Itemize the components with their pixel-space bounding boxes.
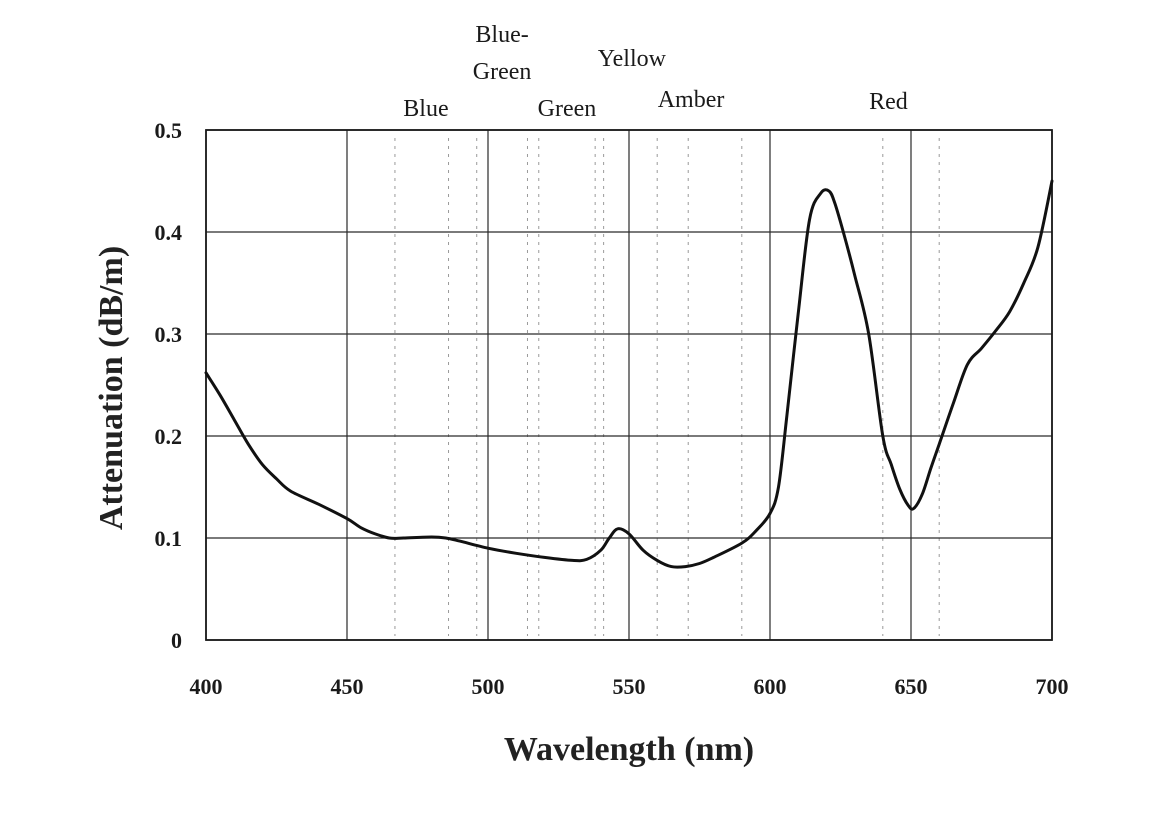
region-label: Amber [658,87,725,113]
plot-frame [205,129,1053,641]
region-label: Blue- [475,22,528,48]
region-label: Yellow [598,46,667,72]
y-axis-title: Attenuation (dB/m) [93,246,130,530]
color-band-lines [394,138,940,636]
attenuation-curve [204,179,1054,569]
y-tick-labels: 0 0.1 0.2 0.3 0.4 0.5 [155,118,183,653]
y-tick-label: 0.4 [155,220,183,245]
x-axis-title: Wavelength (nm) [504,731,754,768]
x-tick-label: 450 [331,674,364,699]
y-tick-label: 0 [171,628,182,653]
x-tick-label: 500 [472,674,505,699]
region-label: Green [538,96,597,122]
region-label: Green [473,59,532,85]
x-tick-label: 400 [190,674,223,699]
y-tick-label: 0.5 [155,118,183,143]
x-tick-label: 700 [1036,674,1069,699]
x-tick-labels: 400 450 500 550 600 650 700 [190,674,1069,699]
region-label: Red [869,89,908,115]
y-tick-label: 0.2 [155,424,183,449]
x-tick-label: 650 [895,674,928,699]
y-tick-label: 0.1 [155,526,183,551]
y-tick-label: 0.3 [155,322,183,347]
region-label: Blue [403,96,448,122]
x-tick-label: 550 [613,674,646,699]
x-tick-label: 600 [754,674,787,699]
grid-lines [205,129,1053,641]
